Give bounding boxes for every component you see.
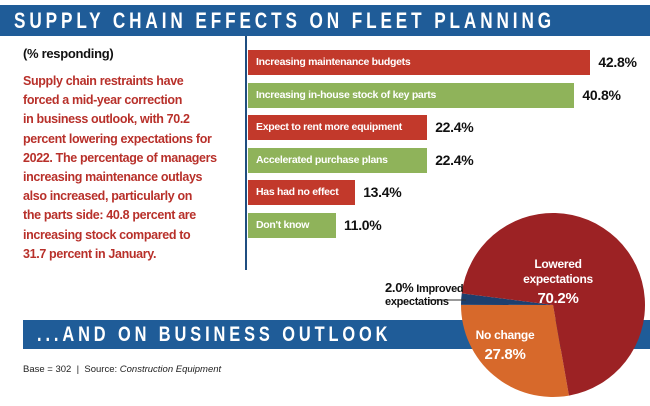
pie-slice-nochange [460,304,569,397]
bar-value-label: 40.8% [582,86,621,103]
bar-label: Has had no effect [256,186,339,198]
description-line: also increased, particularly on [23,189,193,204]
description-line: Supply chain restraints have [23,74,184,88]
bar: Increasing in-house stock of key parts [248,82,575,108]
description-line: percent lowering expectations for [23,131,212,146]
description-line: increasing stock compared to [23,227,191,242]
description-line: the parts side: 40.8 percent are [23,208,196,223]
pie-slice-improved [461,293,553,305]
bar-label: Increasing maintenance budgets [256,56,411,68]
bar-label: Expect to rent more equipment [256,121,402,133]
pie-label-improved: 2.0% Improved expectations [385,280,464,308]
chart-title-band: SUPPLY CHAIN EFFECTS ON FLEET PLANNING [0,5,650,36]
description: Supply chain restraints have forced a mid… [23,72,217,264]
description-line: 2022. The percentage of managers [23,150,217,165]
description-line: 31.7 percent in January. [23,246,157,261]
pie-value-improved: 2.0% [385,280,414,295]
bar: Accelerated purchase plans [248,147,428,173]
pie-slice-lowered [461,213,645,396]
pie-value-nochange: 27.8% [484,346,526,363]
pie-label-lowered: Lowered expectations 70.2% [498,257,618,306]
bar: Don't know [248,212,336,238]
chart-title: SUPPLY CHAIN EFFECTS ON FLEET PLANNING [14,8,556,33]
section-subtitle: ...AND ON BUSINESS OUTLOOK [37,323,392,346]
bar-value-label: 22.4% [435,151,474,168]
bar-value-label: 13.4% [363,184,402,200]
source-name: Construction Equipment [119,364,222,375]
bar-label: Increasing in-house stock of key parts [256,88,436,101]
bar: Increasing maintenance budgets [248,50,591,75]
bar-value-label: 42.8% [598,54,637,70]
description-line: in business outlook, with 70.2 [23,112,190,127]
bar: Has had no effect [248,180,356,205]
description-line: forced a mid-year correction [23,93,183,108]
footer: Base = 302 | Source: Construction Equipm… [23,364,222,375]
bar-value-label: 22.4% [435,119,474,135]
bar: Expect to rent more equipment [248,115,428,140]
pie-value-lowered: 70.2% [537,290,579,307]
pie-label-nochange: No change 27.8% [450,328,560,362]
unit-label: (% responding) [23,46,114,61]
bar-value-label: 11.0% [344,216,382,233]
divider [245,36,247,270]
bar-label: Accelerated purchase plans [256,153,388,166]
description-line: increasing maintenance outlays [23,170,203,185]
bar-label: Don't know [256,218,310,231]
